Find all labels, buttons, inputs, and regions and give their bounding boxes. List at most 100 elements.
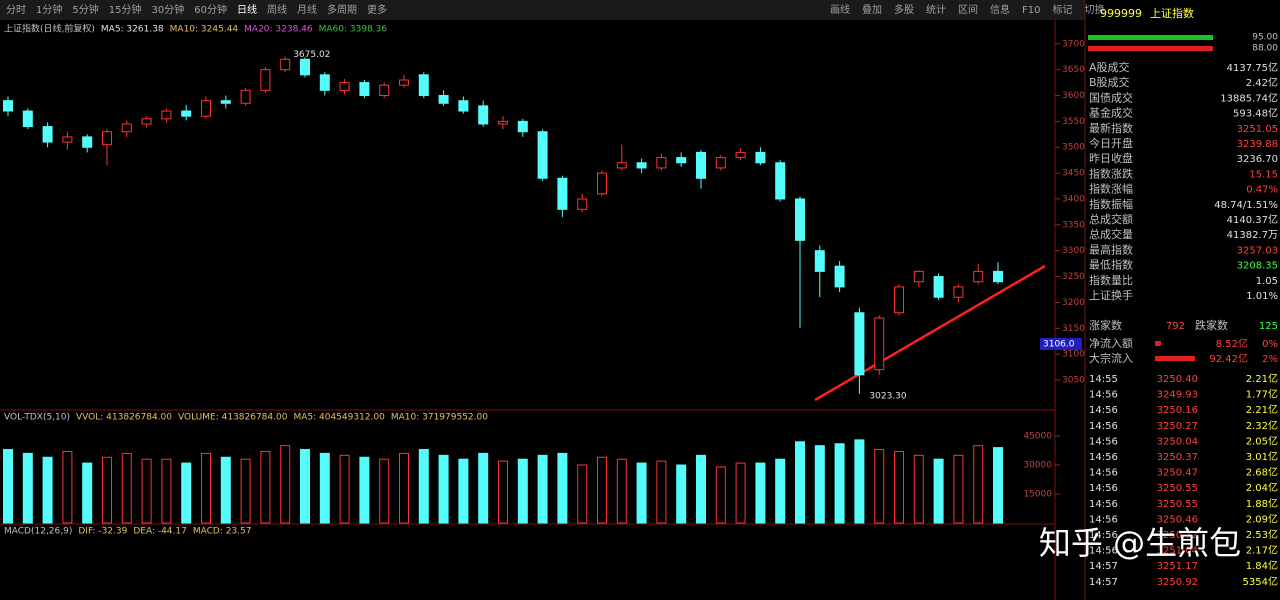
- toolbar-button[interactable]: 信息: [990, 3, 1010, 16]
- candle-body: [913, 270, 924, 283]
- toolbar-button[interactable]: 叠加: [862, 4, 882, 16]
- panel-label: A股成交: [1089, 60, 1130, 74]
- volume-bar: [636, 462, 647, 524]
- toolbar-button[interactable]: 区间: [958, 3, 978, 16]
- toolbar-button[interactable]: 多股: [894, 3, 914, 16]
- volume-bar: [795, 441, 805, 524]
- volume-bar: [121, 452, 132, 524]
- candle-body: [696, 151, 706, 179]
- tick-price: 3250.16: [1157, 405, 1198, 416]
- legend-item: VOLUME: 413826784.00: [178, 413, 288, 423]
- volume-bar: [220, 456, 231, 524]
- volume-bar: [973, 445, 984, 524]
- toolbar-button[interactable]: 1分钟: [36, 3, 62, 16]
- high-label: 3675.02: [293, 50, 330, 60]
- panel-value: 1.05: [1256, 276, 1278, 287]
- candle-body: [438, 95, 449, 104]
- legend-item: MA5: 404549312.00: [293, 413, 385, 423]
- volume-bar: [874, 449, 885, 524]
- toolbar-button[interactable]: 标记: [1052, 4, 1072, 16]
- candle-body: [517, 120, 528, 133]
- toolbar-button[interactable]: 15分钟: [109, 3, 142, 16]
- legend-item: MACD(12,26,9): [4, 527, 72, 537]
- y-tick-label: 3200: [1062, 298, 1085, 308]
- volume-bar: [240, 458, 251, 524]
- tick-amount: 2.68亿: [1246, 466, 1278, 479]
- panel-label: 上证换手: [1089, 288, 1133, 302]
- toolbar-button[interactable]: 60分钟: [194, 3, 227, 16]
- candle-body: [953, 286, 964, 298]
- candle-body: [676, 157, 687, 164]
- toolbar-button[interactable]: 分时: [6, 4, 26, 16]
- volume-bar: [161, 458, 172, 524]
- tick-time: 14:56: [1089, 546, 1118, 557]
- panel-label: 国债成交: [1089, 90, 1133, 104]
- toolbar-button[interactable]: 多周期: [327, 3, 357, 16]
- tick-amount: 1.84亿: [1246, 559, 1278, 572]
- candle-body: [795, 198, 805, 241]
- candle-body: [735, 151, 746, 159]
- panel-label: 今日开盘: [1089, 136, 1133, 150]
- panel-value: 15.15: [1249, 169, 1278, 180]
- tick-time: 14:56: [1089, 499, 1118, 510]
- toolbar-button[interactable]: 画线: [830, 3, 850, 16]
- panel-label: 最新指数: [1089, 121, 1133, 135]
- volume-bar: [656, 460, 667, 524]
- toolbar-button[interactable]: 月线: [297, 3, 317, 16]
- panel-value: 13885.74亿: [1220, 91, 1278, 104]
- candle-body: [319, 74, 330, 91]
- volume-bar: [339, 454, 350, 524]
- panel-label: 涨家数: [1089, 318, 1122, 332]
- toolbar-button[interactable]: 30分钟: [151, 3, 184, 16]
- candle-body: [121, 123, 132, 133]
- toolbar-button[interactable]: 统计: [926, 3, 946, 16]
- y-tick-label: 3550: [1062, 117, 1085, 127]
- panel-value: 1.01%: [1246, 291, 1278, 302]
- tick-time: 14:56: [1089, 483, 1118, 494]
- panel-value: 3239.88: [1237, 139, 1278, 150]
- volume-bar: [498, 460, 508, 524]
- candle-body: [240, 89, 251, 104]
- volume-bar: [141, 458, 152, 524]
- legend-item: MA60: 3398.36: [319, 25, 388, 35]
- bar-indicator: [1088, 35, 1213, 40]
- toolbar-button[interactable]: 更多: [367, 3, 387, 16]
- y-tick-label: 30000: [1023, 461, 1052, 471]
- candle-body: [42, 126, 53, 143]
- volume-bar: [854, 439, 865, 524]
- candle-body: [102, 131, 112, 146]
- panel-label: 基金成交: [1089, 106, 1133, 120]
- tick-price: 3251.04: [1157, 546, 1198, 557]
- toolbar-button[interactable]: F10: [1022, 5, 1040, 16]
- volume-bar: [616, 458, 627, 524]
- volume-bar: [438, 454, 449, 524]
- volume-bar: [458, 458, 469, 524]
- volume-bar: [280, 445, 291, 524]
- tick-amount: 2.32亿: [1246, 419, 1278, 432]
- panel-label: 大宗流入: [1089, 351, 1133, 365]
- panel-value: 3208.35: [1237, 261, 1278, 272]
- candle-body: [834, 265, 845, 288]
- toolbar-button[interactable]: 切换: [1084, 3, 1104, 16]
- legend-item: MA10: 371979552.00: [391, 413, 488, 423]
- tick-price: 3250.55: [1157, 499, 1198, 510]
- candle-body: [577, 198, 588, 210]
- tick-amount: 5354亿: [1243, 575, 1278, 588]
- toolbar-button[interactable]: 5分钟: [72, 3, 98, 16]
- toolbar-button[interactable]: 日线: [237, 3, 257, 16]
- panel-value: 48.74/1.51%: [1214, 200, 1278, 211]
- volume-bar: [953, 454, 964, 524]
- candle-body: [181, 110, 192, 117]
- candle-body: [894, 286, 904, 314]
- toolbar-button[interactable]: 周线: [267, 3, 287, 16]
- volume-bar: [834, 443, 845, 524]
- panel-label: 总成交额: [1089, 212, 1133, 226]
- y-tick-label: 3450: [1062, 169, 1085, 179]
- tick-time: 14:55: [1089, 374, 1118, 385]
- volume-bar: [22, 452, 33, 524]
- volume-bar: [557, 452, 568, 524]
- panel-value: 3236.70: [1237, 154, 1278, 165]
- volume-bar: [102, 456, 112, 524]
- volume-bar: [933, 458, 944, 524]
- tick-time: 14:57: [1089, 577, 1118, 588]
